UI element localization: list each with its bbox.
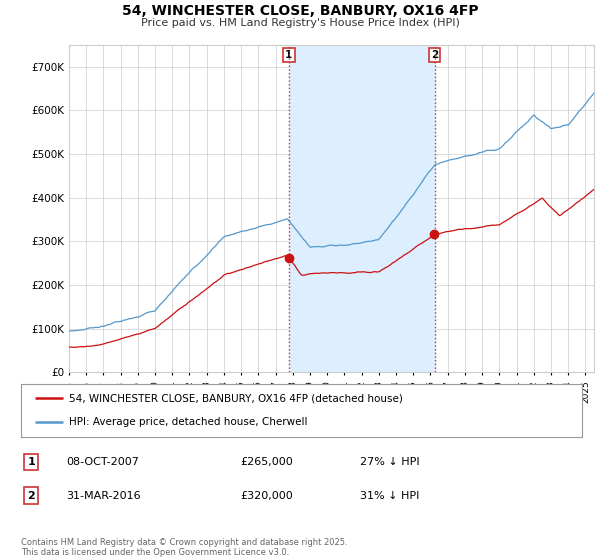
Text: 1: 1: [28, 457, 35, 467]
Text: 2: 2: [431, 50, 439, 60]
Text: 1: 1: [285, 50, 292, 60]
Text: 54, WINCHESTER CLOSE, BANBURY, OX16 4FP (detached house): 54, WINCHESTER CLOSE, BANBURY, OX16 4FP …: [68, 394, 403, 404]
Text: Price paid vs. HM Land Registry's House Price Index (HPI): Price paid vs. HM Land Registry's House …: [140, 18, 460, 29]
Text: 31% ↓ HPI: 31% ↓ HPI: [360, 491, 419, 501]
Text: £265,000: £265,000: [240, 457, 293, 467]
Bar: [289, 45, 435, 372]
Text: Contains HM Land Registry data © Crown copyright and database right 2025.
This d: Contains HM Land Registry data © Crown c…: [21, 538, 347, 557]
Text: 08-OCT-2007: 08-OCT-2007: [66, 457, 139, 467]
Text: 31-MAR-2016: 31-MAR-2016: [66, 491, 140, 501]
Text: 54, WINCHESTER CLOSE, BANBURY, OX16 4FP: 54, WINCHESTER CLOSE, BANBURY, OX16 4FP: [122, 4, 478, 18]
Text: HPI: Average price, detached house, Cherwell: HPI: Average price, detached house, Cher…: [68, 417, 307, 427]
Text: 27% ↓ HPI: 27% ↓ HPI: [360, 457, 419, 467]
Text: 2: 2: [28, 491, 35, 501]
Text: £320,000: £320,000: [240, 491, 293, 501]
